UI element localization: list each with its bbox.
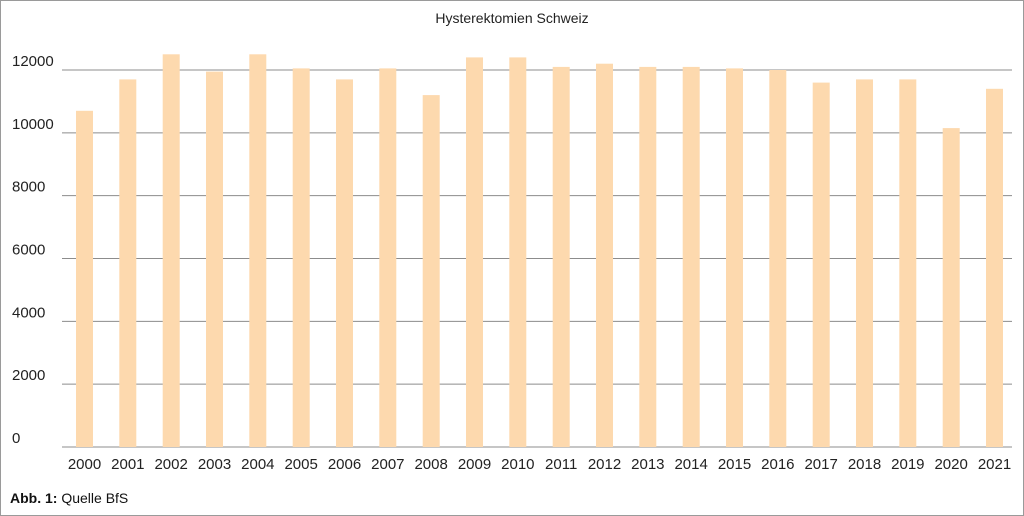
- x-tick-label: 2016: [761, 456, 794, 473]
- bar-2008: [422, 95, 440, 447]
- y-axis-ticks: 0 2000 4000 6000 8000 10000 12000: [12, 53, 54, 447]
- bar-2001: [119, 79, 137, 448]
- x-tick-label: 2001: [111, 456, 144, 473]
- bar-2014: [682, 66, 700, 448]
- bar-2015: [726, 68, 743, 448]
- bar-2013: [639, 66, 657, 448]
- x-tick-label: 2019: [891, 456, 924, 473]
- bar-2009: [466, 57, 483, 448]
- y-tick-label: 10000: [12, 116, 54, 133]
- y-tick-label: 4000: [12, 304, 45, 321]
- bar-2005: [292, 68, 310, 448]
- bar-2010: [509, 57, 527, 448]
- x-tick-label: 2004: [241, 456, 274, 473]
- bar-2017: [812, 82, 830, 447]
- y-tick-label: 6000: [12, 242, 45, 259]
- bar-2019: [899, 79, 917, 448]
- x-tick-label: 2005: [284, 456, 317, 473]
- bar-2007: [379, 68, 397, 448]
- bar-2004: [249, 54, 267, 448]
- bar-2020: [942, 128, 960, 447]
- x-tick-label: 2018: [848, 456, 881, 473]
- x-tick-label: 2003: [198, 456, 231, 473]
- caption-text: Quelle BfS: [61, 490, 129, 506]
- y-tick-label: 2000: [12, 367, 45, 384]
- y-tick-label: 12000: [12, 53, 54, 70]
- bar-2012: [596, 63, 613, 447]
- bar-2016: [769, 70, 787, 447]
- x-tick-label: 2021: [978, 456, 1011, 473]
- y-tick-label: 8000: [12, 179, 45, 196]
- x-tick-label: 2012: [588, 456, 621, 473]
- bar-2011: [552, 66, 570, 448]
- x-tick-label: 2015: [718, 456, 751, 473]
- y-tick-label: 0: [12, 430, 20, 447]
- x-tick-label: 2002: [154, 456, 187, 473]
- bar-2006: [336, 79, 353, 448]
- bar-2002: [162, 54, 180, 448]
- x-tick-label: 2017: [804, 456, 837, 473]
- figure-caption: Abb. 1: Quelle BfS: [10, 490, 128, 506]
- x-tick-label: 2007: [371, 456, 404, 473]
- x-tick-label: 2013: [631, 456, 664, 473]
- caption-label: Abb. 1:: [10, 490, 58, 506]
- x-tick-label: 2009: [458, 456, 491, 473]
- x-tick-label: 2020: [934, 456, 967, 473]
- x-tick-label: 2006: [328, 456, 361, 473]
- bar-2000: [76, 110, 93, 448]
- x-tick-label: 2014: [674, 456, 707, 473]
- x-tick-label: 2011: [545, 456, 577, 473]
- bar-2018: [856, 79, 873, 448]
- chart-title: Hysterektomien Schweiz: [435, 10, 588, 26]
- x-tick-label: 2008: [414, 456, 447, 473]
- bar-2003: [206, 71, 223, 447]
- x-axis-ticks: 2000 2001 2002 2003 2004 2005 2006 2007 2008 2009…: [68, 456, 1011, 473]
- bars: [76, 54, 1003, 448]
- bar-2021: [986, 88, 1003, 448]
- x-tick-label: 2000: [68, 456, 101, 473]
- x-tick-label: 2010: [501, 456, 534, 473]
